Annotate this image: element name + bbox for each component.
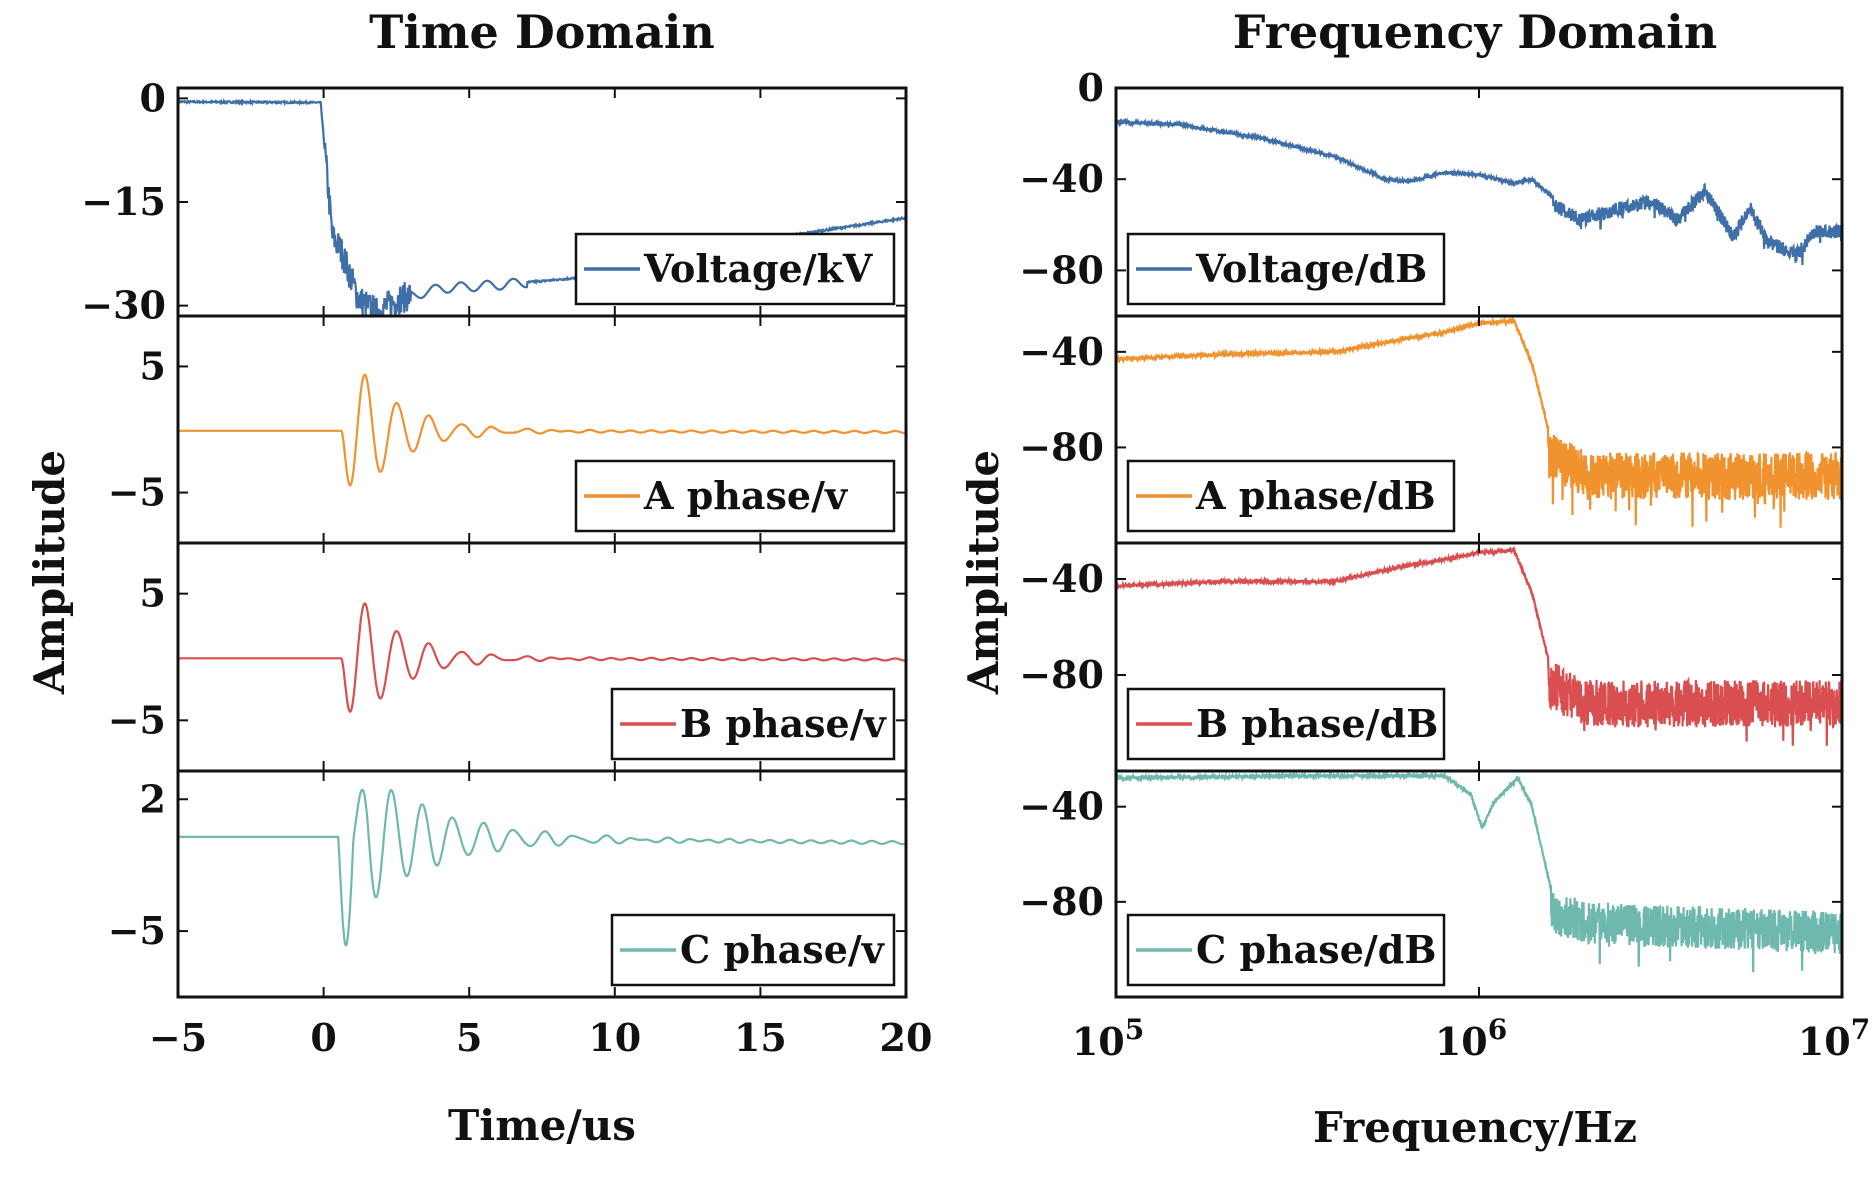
- y-tick-label: −80: [1019, 424, 1104, 469]
- legend: Voltage/kV: [574, 232, 896, 306]
- y-tick-label: 0: [140, 75, 166, 120]
- y-tick-label: −5: [108, 470, 166, 515]
- legend-label: Voltage/dB: [1195, 246, 1427, 291]
- legend-label: A phase/dB: [1195, 473, 1436, 518]
- panel-1-3: −40 −80 C phase/dB 105 106 107: [1019, 769, 1870, 1064]
- panel-1-0: 0 −40 −80 Voltage/dB: [1019, 65, 1844, 318]
- y-tick-label: 2: [140, 776, 166, 821]
- y-tick-label: 5: [140, 343, 166, 388]
- frequency-domain-x-axis-label: Frequency/Hz: [1313, 1103, 1637, 1152]
- x-tick-label: −5: [149, 1015, 207, 1060]
- time-domain-title: Time Domain: [369, 5, 715, 59]
- panel-0-2: 5 −5 B phase/v: [108, 541, 908, 773]
- plot-area: 0 −15 −30 Voltage/kV 5 −5 A phase/v 5 −5 B phase/…: [81, 65, 1870, 1064]
- legend: Voltage/dB: [1126, 232, 1446, 306]
- legend: B phase/dB: [1126, 687, 1446, 761]
- series-line-c-phase-v: [178, 788, 906, 947]
- y-tick-label: −5: [108, 908, 166, 953]
- time-domain-x-axis-label: Time/us: [448, 1101, 636, 1150]
- series-line-a-phase-v: [178, 373, 906, 487]
- x-tick-label: 107: [1798, 1013, 1870, 1064]
- legend: C phase/v: [610, 913, 896, 987]
- y-tick-label: −80: [1019, 652, 1104, 697]
- axes-box: [176, 769, 908, 999]
- legend-label: B phase/v: [680, 701, 888, 746]
- x-tick-label: 10: [588, 1015, 641, 1060]
- legend-label: Voltage/kV: [643, 246, 874, 291]
- series-line-c-phase-db: [1116, 771, 1842, 973]
- panel-0-0: 0 −15 −30 Voltage/kV: [81, 75, 908, 328]
- y-tick-label: −40: [1019, 556, 1104, 601]
- panel-0-3: 2 −5 C phase/v −5 0 5 10 15 20: [108, 769, 933, 1060]
- frequency-domain-y-axis-label: Amplitude: [959, 450, 1008, 695]
- time-domain-y-axis-label: Amplitude: [25, 450, 74, 695]
- legend: A phase/dB: [1126, 459, 1456, 533]
- legend: C phase/dB: [1126, 913, 1446, 987]
- y-tick-label: −40: [1019, 156, 1104, 201]
- y-tick-label: 5: [140, 571, 166, 616]
- frequency-domain-title: Frequency Domain: [1233, 5, 1717, 59]
- y-tick-label: −80: [1019, 879, 1104, 924]
- legend-label: C phase/v: [680, 927, 886, 972]
- y-tick-label: −5: [108, 697, 166, 742]
- legend-label: B phase/dB: [1196, 701, 1438, 746]
- x-tick-label: 5: [456, 1015, 482, 1060]
- y-tick-label: −40: [1019, 784, 1104, 829]
- x-tick-label: 106: [1435, 1013, 1507, 1064]
- panel-1-2: −40 −80 B phase/dB: [1019, 541, 1844, 773]
- x-tick-label: 105: [1072, 1013, 1144, 1064]
- legend-label: A phase/v: [643, 473, 849, 518]
- series-line-b-phase-v: [178, 602, 906, 714]
- y-tick-label: −40: [1019, 329, 1104, 374]
- x-tick-label: 20: [880, 1015, 933, 1060]
- y-tick-label: 0: [1078, 65, 1104, 110]
- legend: B phase/v: [610, 687, 896, 761]
- y-tick-label: −80: [1019, 247, 1104, 292]
- x-tick-label: 0: [310, 1015, 336, 1060]
- series-line-voltage-db: [1116, 116, 1842, 266]
- panel-1-1: −40 −80 A phase/dB: [1019, 314, 1844, 545]
- y-tick-label: −30: [81, 283, 166, 328]
- legend: A phase/v: [574, 459, 896, 533]
- legend-label: C phase/dB: [1196, 927, 1436, 972]
- y-tick-label: −15: [81, 179, 166, 224]
- x-tick-label: 15: [734, 1015, 787, 1060]
- panel-0-1: 5 −5 A phase/v: [108, 314, 908, 545]
